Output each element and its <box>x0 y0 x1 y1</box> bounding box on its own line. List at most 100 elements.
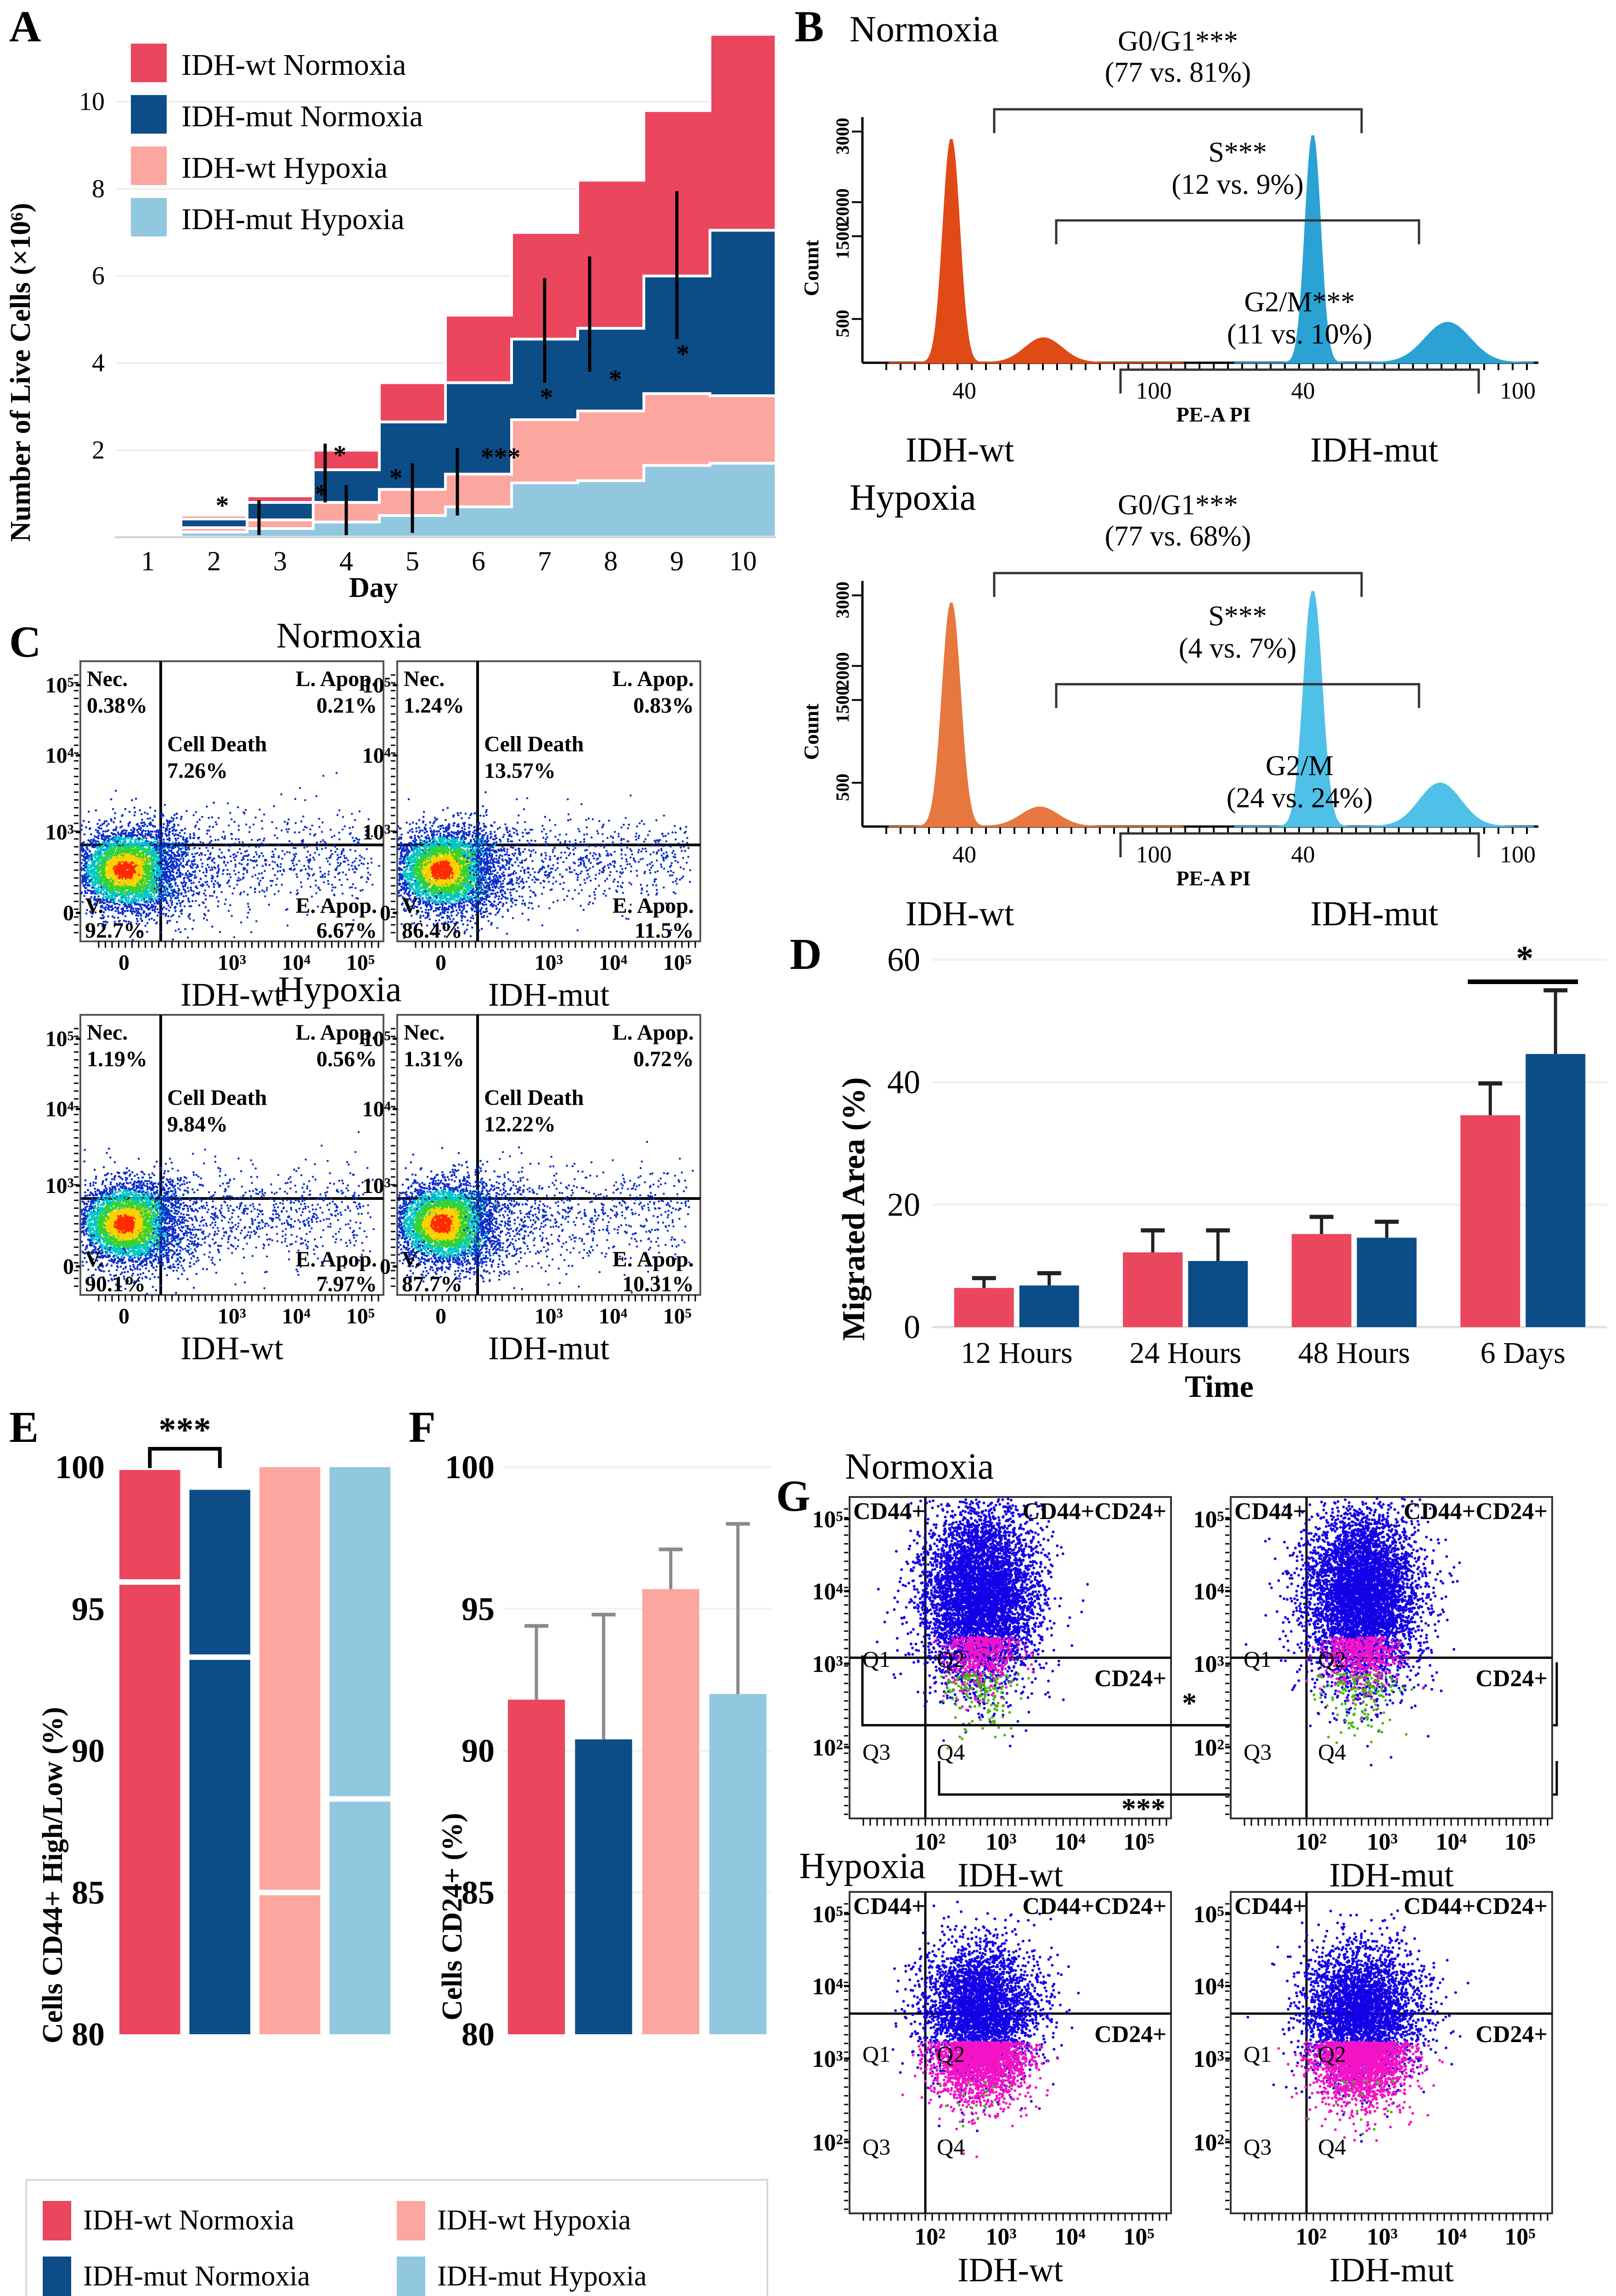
scatter-point <box>100 852 102 855</box>
scatter-point <box>169 871 172 873</box>
scatter-point <box>163 878 165 881</box>
scatter-point <box>286 823 289 826</box>
scatter-point <box>162 859 165 862</box>
scatter-point <box>94 850 97 853</box>
scatter-point <box>143 904 146 906</box>
scatter-point <box>171 862 174 865</box>
scatter-point <box>206 805 208 808</box>
scatter-point <box>165 877 168 879</box>
scatter-point <box>107 853 109 856</box>
scatter-point <box>175 829 178 832</box>
scatter-point <box>258 882 260 884</box>
scatter-point <box>136 823 139 825</box>
scatter-point <box>201 885 203 888</box>
scatter-point <box>305 827 308 829</box>
scatter-point <box>151 875 153 878</box>
scatter-point <box>206 833 208 835</box>
scatter-point <box>127 825 130 827</box>
scatter-point <box>108 887 111 889</box>
scatter-point <box>370 861 373 864</box>
scatter-point <box>182 847 185 850</box>
scatter-point <box>156 896 159 899</box>
scatter-point <box>176 845 179 848</box>
scatter-point <box>84 884 87 886</box>
scatter-point <box>238 841 241 844</box>
scatter-point <box>156 908 159 911</box>
scatter-point <box>209 852 212 854</box>
scatter-point <box>199 878 202 880</box>
scatter-point <box>137 914 140 917</box>
scatter-point <box>204 854 207 856</box>
scatter-point <box>113 897 116 900</box>
scatter-point <box>334 886 337 889</box>
scatter-point <box>86 847 89 850</box>
scatter-point <box>88 821 90 823</box>
scatter-point <box>189 917 191 920</box>
y-tick-label: 2000 <box>832 188 853 225</box>
scatter-point <box>156 862 159 864</box>
scatter-point <box>152 866 155 868</box>
scatter-point <box>242 873 245 875</box>
scatter-point <box>173 814 176 816</box>
scatter-point <box>307 878 309 880</box>
scatter-point <box>125 829 128 832</box>
scatter-point <box>211 925 214 928</box>
scatter-point <box>213 886 215 888</box>
scatter-point <box>125 871 128 873</box>
scatter-point <box>130 845 132 848</box>
scatter-point <box>248 831 251 833</box>
scatter-point <box>81 824 83 827</box>
scatter-point <box>141 834 144 837</box>
scatter-point <box>309 833 311 835</box>
scatter-point <box>294 798 297 800</box>
scatter-point <box>89 827 91 830</box>
scatter-point <box>136 882 139 885</box>
scatter-point <box>246 871 248 873</box>
scatter-point <box>111 844 114 846</box>
scatter-point <box>129 854 131 856</box>
scatter-point <box>198 854 201 856</box>
scatter-point <box>314 833 316 835</box>
scatter-point <box>312 874 314 877</box>
scatter-point <box>141 889 144 892</box>
scatter-point <box>137 908 140 911</box>
scatter-point <box>331 853 333 855</box>
scatter-point <box>293 853 295 856</box>
scatter-point <box>139 809 141 811</box>
scatter-point <box>201 883 204 885</box>
scatter-point <box>309 854 311 856</box>
scatter-point <box>81 845 84 848</box>
scatter-point <box>213 801 215 804</box>
scatter-point <box>171 830 174 832</box>
scatter-point <box>96 853 99 856</box>
y-tick-label: 1500 <box>832 686 853 723</box>
scatter-point <box>135 862 137 865</box>
scatter-point <box>146 817 149 820</box>
scatter-point <box>258 884 260 886</box>
scatter-point <box>121 911 124 913</box>
scatter-point <box>131 912 134 915</box>
scatter-point <box>306 872 309 875</box>
scatter-point <box>281 884 283 886</box>
scatter-point <box>84 880 86 882</box>
scatter-point <box>258 845 260 848</box>
scatter-point <box>115 880 118 882</box>
scatter-point <box>180 835 182 838</box>
scatter-point <box>118 904 121 906</box>
scatter-point <box>122 841 125 844</box>
scatter-point <box>341 852 343 854</box>
scatter-point <box>85 862 88 865</box>
scatter-point <box>198 847 201 850</box>
scatter-point <box>154 825 157 828</box>
scatter-point <box>162 912 165 915</box>
histogram-idh-wt <box>889 139 1184 364</box>
scatter-point <box>116 849 119 852</box>
scatter-point <box>236 884 238 886</box>
y-tick-label: 2 <box>92 436 105 464</box>
scatter-point <box>247 862 249 865</box>
scatter-point <box>205 867 208 870</box>
scatter-point <box>128 865 130 867</box>
scatter-point <box>287 828 290 830</box>
scatter-point <box>257 877 259 880</box>
scatter-point <box>201 866 203 868</box>
